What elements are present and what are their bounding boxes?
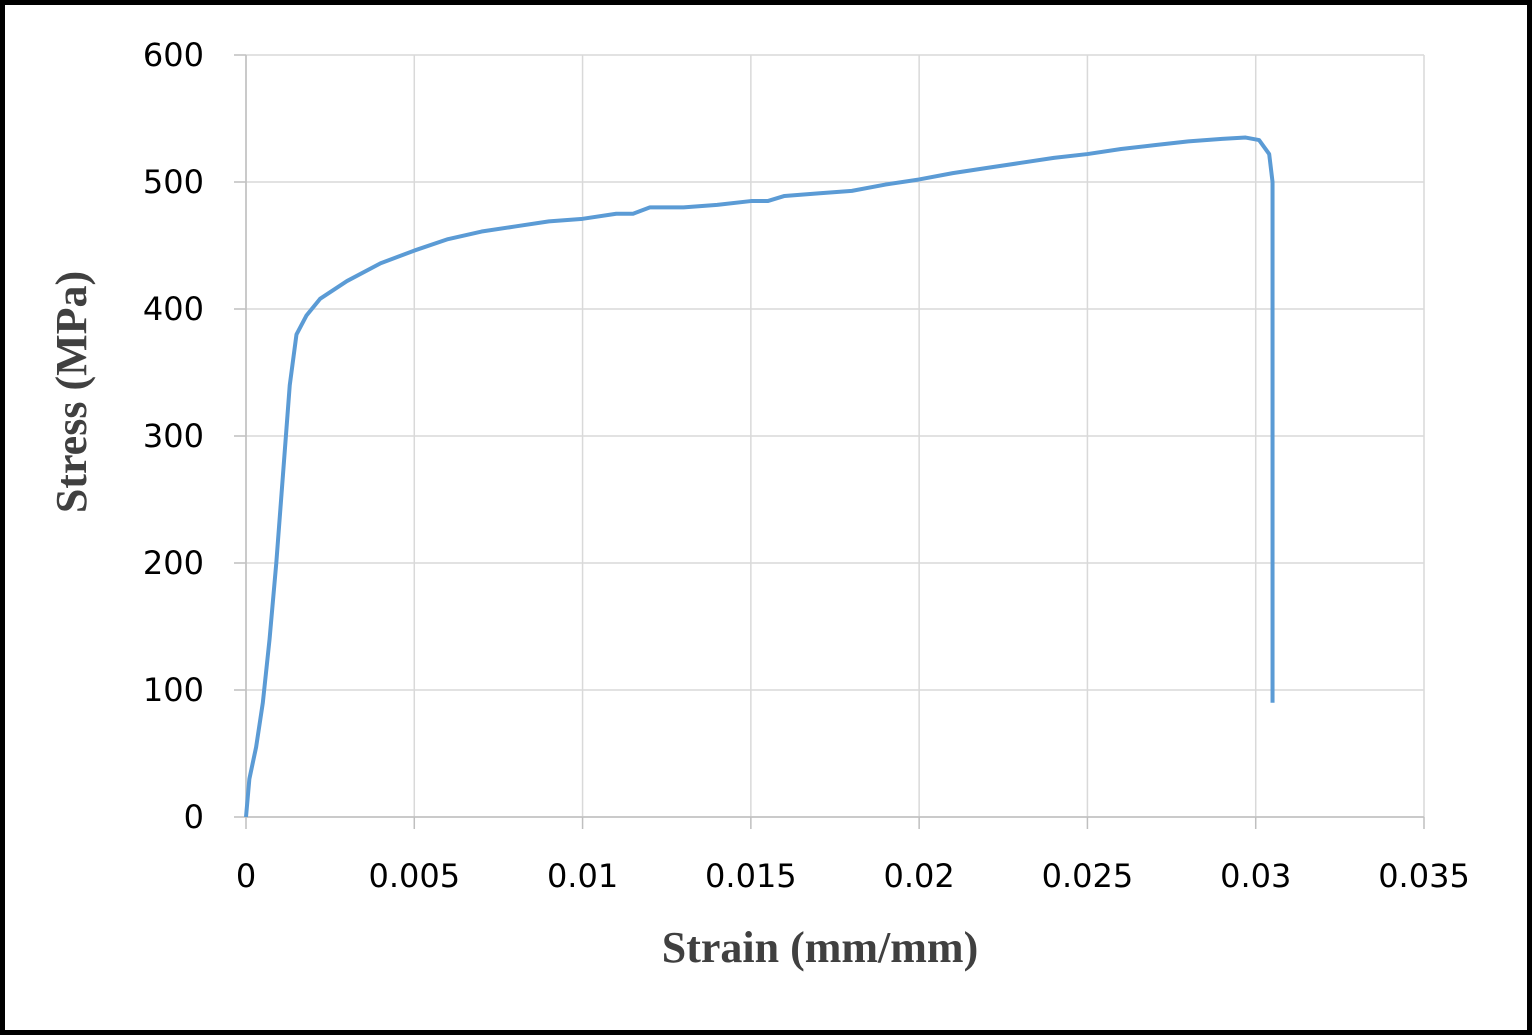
y-tick-label: 200 — [143, 544, 204, 582]
y-tick-label: 300 — [143, 417, 204, 455]
y-tick-label: 600 — [143, 36, 204, 74]
x-tick-label: 0.005 — [368, 857, 460, 895]
data-line — [244, 135, 1275, 818]
x-tick-label: 0.035 — [1378, 857, 1470, 895]
x-tick-label: 0.02 — [884, 857, 955, 895]
x-tick-label: 0.01 — [547, 857, 618, 895]
x-tick-label: 0.015 — [705, 857, 797, 895]
x-tick-label: 0.03 — [1220, 857, 1291, 895]
y-tick-label: 100 — [143, 671, 204, 709]
y-axis-label: Stress (MPa) — [47, 271, 96, 513]
x-tick-label: 0 — [236, 857, 256, 895]
y-tick-label: 400 — [143, 290, 204, 328]
x-axis-label: Strain (mm/mm) — [662, 923, 979, 972]
y-tick-label: 0 — [184, 798, 204, 836]
x-tick-label: 0.025 — [1042, 857, 1134, 895]
y-tick-label: 500 — [143, 163, 204, 201]
